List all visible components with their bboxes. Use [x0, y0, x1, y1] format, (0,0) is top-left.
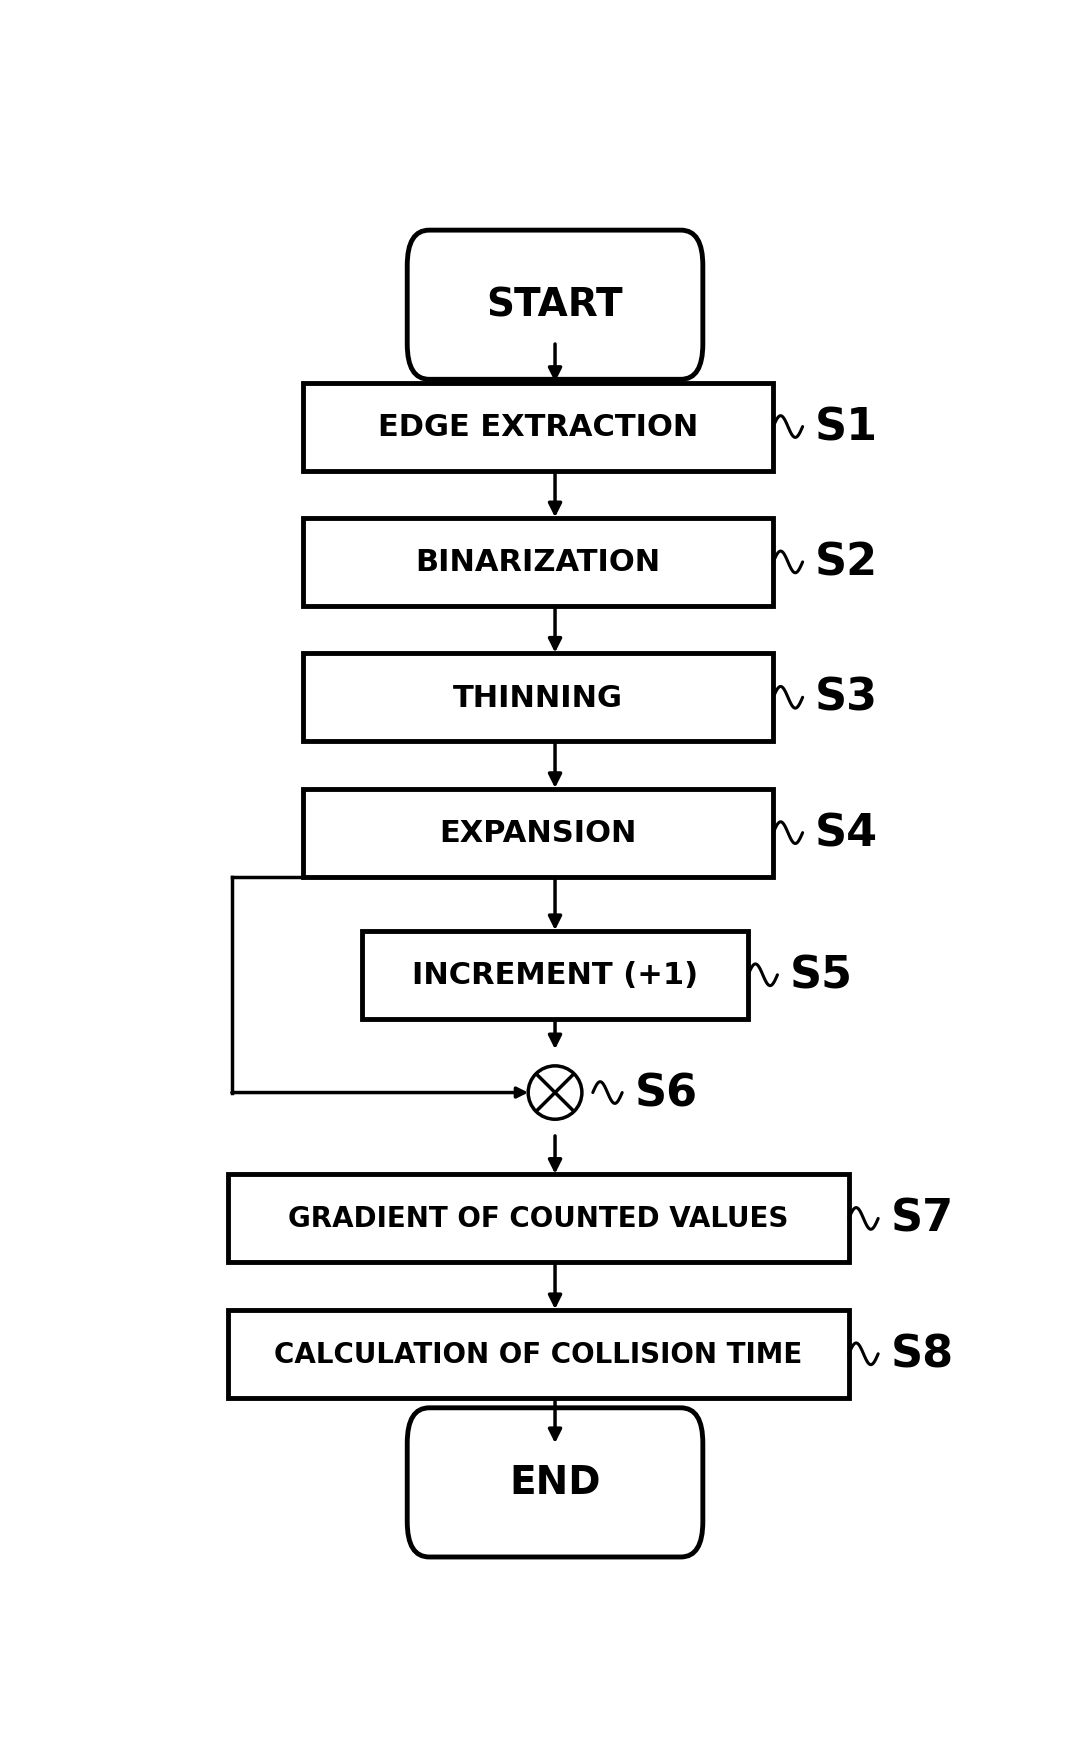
- Text: EXPANSION: EXPANSION: [440, 819, 637, 847]
- FancyBboxPatch shape: [407, 1407, 703, 1557]
- Text: BINARIZATION: BINARIZATION: [416, 548, 661, 576]
- Text: GRADIENT OF COUNTED VALUES: GRADIENT OF COUNTED VALUES: [288, 1205, 788, 1233]
- FancyBboxPatch shape: [407, 230, 703, 380]
- Bar: [303, 383, 773, 471]
- Bar: [227, 1175, 849, 1263]
- Text: S2: S2: [815, 541, 878, 583]
- Text: EDGE EXTRACTION: EDGE EXTRACTION: [378, 413, 699, 441]
- Text: S8: S8: [890, 1332, 954, 1376]
- Text: S6: S6: [635, 1072, 697, 1114]
- Bar: [303, 518, 773, 606]
- Bar: [362, 931, 748, 1019]
- Bar: [303, 654, 773, 741]
- Text: S5: S5: [791, 954, 853, 996]
- Text: END: END: [509, 1464, 601, 1502]
- Text: START: START: [486, 286, 624, 325]
- Bar: [227, 1311, 849, 1399]
- Text: INCREMENT (+1): INCREMENT (+1): [412, 961, 699, 989]
- Bar: [303, 789, 773, 877]
- Text: S3: S3: [815, 676, 878, 719]
- Text: S4: S4: [815, 812, 878, 854]
- Text: CALCULATION OF COLLISION TIME: CALCULATION OF COLLISION TIME: [274, 1341, 803, 1369]
- Text: THINNING: THINNING: [454, 683, 623, 712]
- Text: S1: S1: [815, 406, 878, 448]
- Text: S7: S7: [890, 1197, 954, 1240]
- Ellipse shape: [529, 1066, 582, 1119]
